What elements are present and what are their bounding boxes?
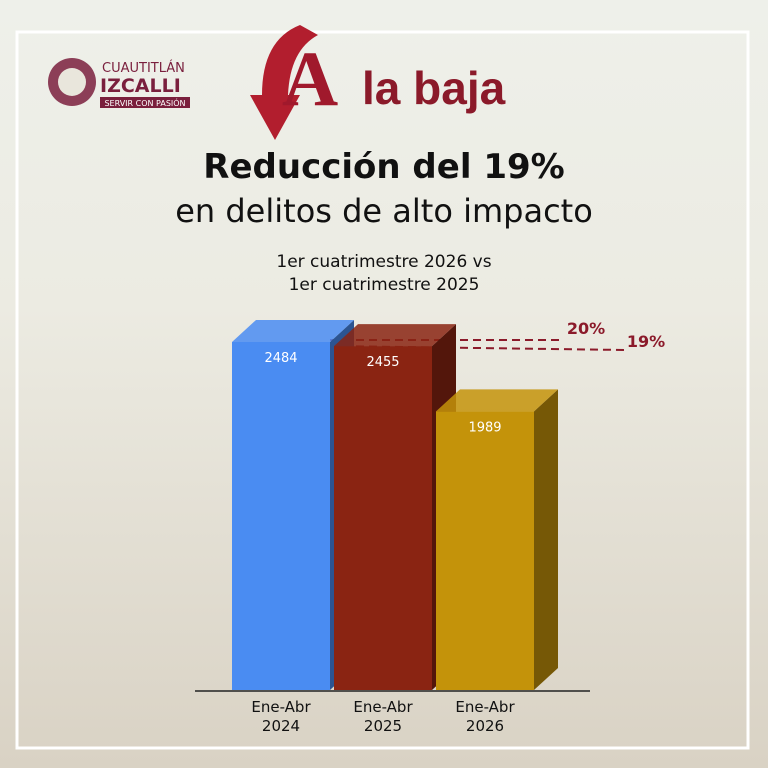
frame [15, 30, 750, 750]
note-line: 1er cuatrimestre 2026 vs [276, 252, 491, 272]
headline: la baja [362, 62, 506, 114]
logo: CUAUTITLÁN IZCALLI SERVIR CON PASIÓN [48, 58, 190, 108]
bar-top [436, 389, 558, 412]
x-tick-label: Ene-Abr 2024 [251, 698, 311, 735]
x-tick-label: Ene-Abr 2026 [455, 698, 515, 735]
reference-line [329, 345, 626, 351]
bar [334, 346, 432, 690]
bar [436, 411, 534, 690]
headline-letter: A [282, 35, 338, 122]
x-tick-label: Ene-Abr 2025 [353, 698, 413, 735]
value-label: 2484 [264, 351, 297, 366]
note-line: 1er cuatrimestre 2025 [289, 275, 480, 295]
value-label: 1989 [468, 420, 501, 435]
annotation: 19% [627, 332, 665, 351]
headline-badge: A la baja [250, 25, 506, 140]
chart-title: Reducción del 19% [203, 147, 564, 187]
bar-top [232, 320, 354, 342]
bar-top [334, 324, 456, 347]
brand-top: CUAUTITLÁN [102, 60, 185, 76]
chart-subtitle: en delitos de alto impacto [175, 192, 593, 230]
value-label: 2455 [366, 355, 399, 370]
brand-main: IZCALLI [100, 75, 181, 97]
bar-side [534, 389, 558, 690]
annotation: 20% [567, 319, 605, 338]
bar [232, 342, 330, 690]
brand-tag: SERVIR CON PASIÓN [104, 97, 185, 108]
